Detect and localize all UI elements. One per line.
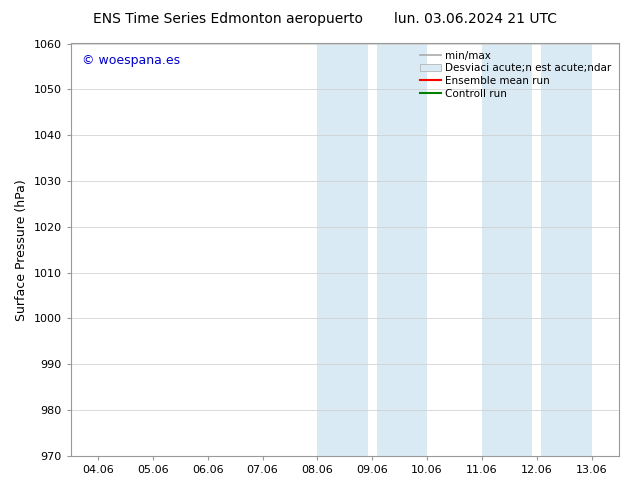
Y-axis label: Surface Pressure (hPa): Surface Pressure (hPa) bbox=[15, 179, 28, 320]
Text: lun. 03.06.2024 21 UTC: lun. 03.06.2024 21 UTC bbox=[394, 12, 557, 26]
Text: © woespana.es: © woespana.es bbox=[82, 54, 180, 67]
Bar bbox=[541, 44, 592, 456]
Bar bbox=[318, 44, 368, 456]
Bar bbox=[482, 44, 533, 456]
Legend: min/max, Desviaci acute;n est acute;ndar, Ensemble mean run, Controll run: min/max, Desviaci acute;n est acute;ndar… bbox=[418, 49, 614, 100]
Text: ENS Time Series Edmonton aeropuerto: ENS Time Series Edmonton aeropuerto bbox=[93, 12, 363, 26]
Bar bbox=[377, 44, 427, 456]
